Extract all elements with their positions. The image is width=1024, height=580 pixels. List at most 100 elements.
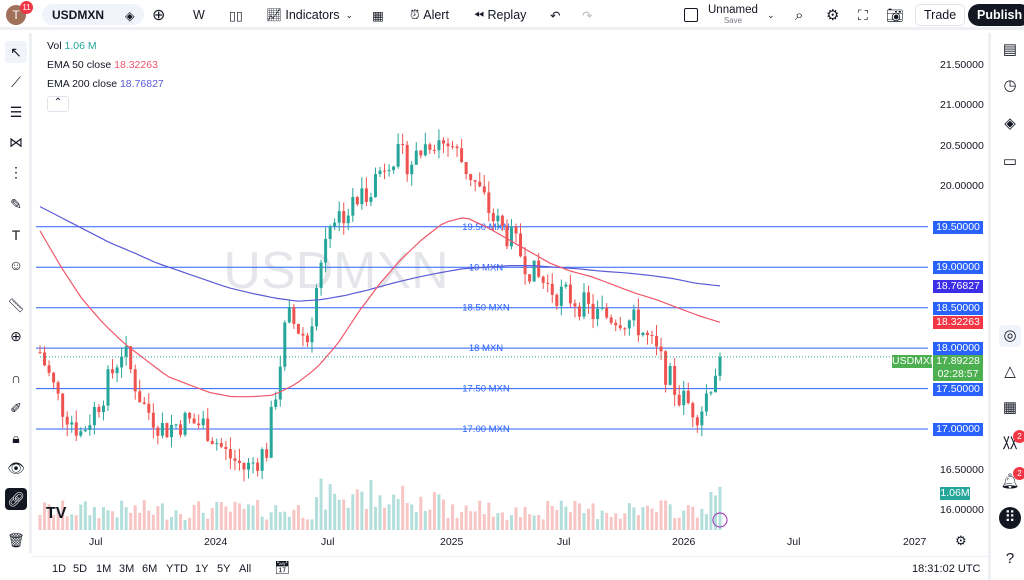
indicators-label: Indicators bbox=[285, 8, 340, 22]
search-icon[interactable]: ⌕ bbox=[795, 6, 804, 24]
countdown-label: 02:28:57 bbox=[933, 368, 983, 381]
add-symbol-icon[interactable]: ⊕ bbox=[152, 7, 166, 24]
axis-settings-icon[interactable]: ⚙ bbox=[955, 533, 967, 548]
help-icon[interactable]: ? bbox=[1005, 550, 1015, 567]
layout-name-button[interactable]: Unnamed Save bbox=[708, 4, 758, 25]
range-3m[interactable]: 3M bbox=[119, 563, 135, 575]
lock-draw-icon[interactable]: ✐ bbox=[10, 400, 22, 416]
candle-body bbox=[596, 308, 600, 319]
candle-body bbox=[528, 274, 532, 282]
range-5y[interactable]: 5Y bbox=[217, 563, 231, 575]
alert-button[interactable]: ⏰︎ Alert bbox=[410, 4, 449, 26]
candle-body bbox=[546, 282, 550, 284]
mountains-icon[interactable]: △ bbox=[1004, 363, 1016, 380]
apps-icon[interactable]: ⠿ bbox=[999, 507, 1021, 529]
legend-ema200[interactable]: EMA 200 close 18.76827 bbox=[47, 78, 164, 90]
range-ytd[interactable]: YTD bbox=[166, 563, 188, 575]
forecast-icon[interactable]: ⋮ bbox=[9, 164, 23, 180]
volume-bar bbox=[278, 512, 282, 530]
pattern-icon[interactable]: ⋈ bbox=[9, 134, 23, 150]
text-icon[interactable]: T bbox=[11, 227, 21, 243]
chat-icon[interactable]: ▭ bbox=[1002, 153, 1018, 170]
volume-bar bbox=[151, 514, 155, 530]
indicators-button[interactable]: 📈︎ Indicators ⌄ bbox=[266, 4, 353, 26]
magnet-icon[interactable]: ∩ bbox=[10, 370, 22, 386]
candle-body bbox=[478, 181, 482, 187]
range-1m[interactable]: 1M bbox=[96, 563, 112, 575]
replay-button[interactable]: ⏪︎ Replay bbox=[474, 4, 526, 26]
zoom-icon[interactable]: ⊕ bbox=[10, 328, 22, 344]
volume-bar bbox=[596, 519, 600, 530]
volume-bar bbox=[686, 505, 690, 530]
layout-checkbox-icon[interactable] bbox=[684, 8, 698, 22]
range-1d[interactable]: 1D bbox=[52, 563, 67, 575]
range-5d[interactable]: 5D bbox=[73, 563, 88, 575]
layouts-icon[interactable]: ▦ bbox=[372, 8, 384, 23]
candle-body bbox=[532, 260, 536, 282]
vol-label: Vol bbox=[47, 40, 62, 52]
clock-icon[interactable]: ◷ bbox=[1003, 77, 1017, 94]
volume-bar bbox=[655, 512, 659, 530]
candle-body bbox=[460, 148, 464, 163]
range-6m[interactable]: 6M bbox=[142, 563, 158, 575]
brush-icon[interactable]: ✎ bbox=[10, 196, 22, 212]
volume-bar bbox=[718, 486, 722, 530]
trade-button[interactable]: Trade bbox=[915, 4, 966, 26]
eye-icon[interactable]: 👁︎ bbox=[7, 460, 25, 476]
interval-button[interactable]: W bbox=[193, 8, 205, 22]
candle-body bbox=[623, 328, 627, 330]
emoji-icon[interactable]: ☺ bbox=[8, 257, 24, 273]
candle-body bbox=[133, 369, 137, 392]
diamond-icon[interactable]: ◈ bbox=[125, 8, 135, 23]
layers-icon[interactable]: ◈ bbox=[1004, 115, 1016, 132]
clock-text[interactable]: 18:31:02 UTC bbox=[912, 563, 981, 575]
collapse-legend-button[interactable]: ⌃ bbox=[47, 96, 69, 112]
candle-body bbox=[65, 416, 69, 425]
candle-body bbox=[283, 322, 287, 367]
candles-icon[interactable]: ▯▯ bbox=[229, 8, 243, 23]
fib-icon[interactable]: ☰ bbox=[9, 104, 23, 120]
volume-bar bbox=[224, 506, 228, 530]
undo-icon[interactable]: ↶ bbox=[550, 8, 561, 23]
volume-bar bbox=[251, 505, 255, 530]
lock-icon[interactable]: 🔒︎ bbox=[12, 430, 20, 446]
volume-bar bbox=[636, 515, 640, 530]
flash-icon[interactable] bbox=[712, 512, 728, 528]
candle-body bbox=[83, 430, 87, 432]
candle-body bbox=[156, 427, 160, 436]
candle-body bbox=[201, 418, 205, 426]
ruler-icon[interactable]: 📏︎ bbox=[7, 297, 25, 313]
target-icon[interactable]: ◎ bbox=[999, 325, 1021, 347]
cursor-icon[interactable]: ↖ bbox=[5, 41, 27, 63]
camera-icon[interactable]: 📷︎ bbox=[886, 6, 904, 23]
candle-body bbox=[509, 226, 513, 247]
candle-body bbox=[215, 443, 219, 445]
volume-bar bbox=[428, 509, 432, 530]
link-icon[interactable]: 🔗︎ bbox=[5, 488, 27, 510]
candle-body bbox=[287, 307, 291, 323]
watchlist-icon[interactable]: ▤ bbox=[1002, 41, 1018, 58]
redo-icon[interactable]: ↷ bbox=[582, 8, 593, 23]
volume-bar bbox=[296, 505, 300, 530]
candle-body bbox=[555, 294, 559, 306]
volume-bar bbox=[645, 505, 649, 530]
settings-icon[interactable]: ⚙ bbox=[826, 7, 840, 24]
volume-bar bbox=[555, 509, 559, 530]
volume-bar bbox=[342, 499, 346, 530]
trend-line-icon[interactable]: ⟋ bbox=[11, 74, 21, 90]
date-range-icon[interactable]: 📅︎ bbox=[274, 560, 291, 575]
range-all[interactable]: All bbox=[239, 563, 252, 575]
volume-bar bbox=[691, 506, 695, 530]
candle-body bbox=[369, 197, 373, 202]
chevron-down-icon[interactable]: ⌄ bbox=[767, 9, 775, 20]
candle-body bbox=[401, 144, 405, 146]
legend-ema50[interactable]: EMA 50 close 18.32263 bbox=[47, 59, 158, 71]
candle-body bbox=[265, 449, 269, 458]
symbol-search[interactable]: USDMXN bbox=[42, 4, 144, 25]
trash-icon[interactable]: 🗑︎ bbox=[7, 532, 25, 548]
range-1y[interactable]: 1Y bbox=[195, 563, 209, 575]
fullscreen-icon[interactable]: ⛶ bbox=[858, 6, 868, 23]
publish-button[interactable]: Publish bbox=[968, 4, 1024, 26]
calendar-icon[interactable]: ▦ bbox=[1002, 399, 1018, 416]
